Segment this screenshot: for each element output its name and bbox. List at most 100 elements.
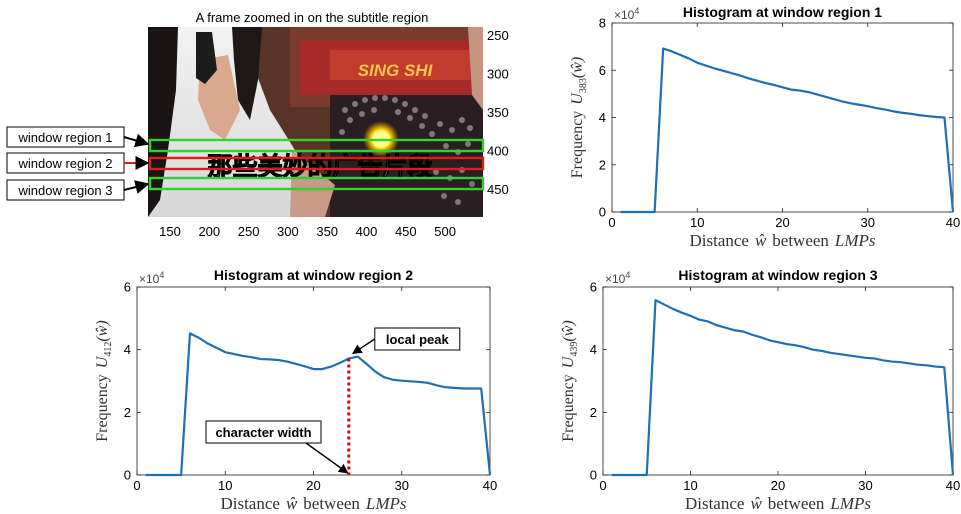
- chart-1-y-tick-label: 4: [599, 110, 606, 125]
- chart-1-x-axis-label-mid: between: [772, 231, 829, 250]
- chart-2-x-axis-label: Distance ŵ between LMPs: [220, 494, 406, 513]
- chart-2-y-tick-label: 4: [124, 342, 131, 357]
- frame-y-tick-label: 250: [487, 28, 509, 43]
- chart-1-x-axis-label-symbol: ŵ: [755, 231, 767, 250]
- chart-1-exponent-power: 4: [634, 6, 639, 16]
- window-region-2-box: [148, 156, 485, 171]
- window-region-2-text: window region 2: [18, 156, 113, 171]
- chart-3-y-axis-label-text: Frequency: [560, 374, 577, 442]
- chart-2-x-axis-label-symbol: ŵ: [286, 494, 298, 513]
- chart-1-y-axis-label-text: Frequency: [569, 111, 586, 179]
- window-region-2-label: window region 2: [6, 152, 125, 174]
- chart-1-y-tick-label: 8: [599, 16, 606, 31]
- chart-2-x-tick-label: 40: [483, 478, 497, 493]
- frame-x-tick-label: 400: [356, 224, 378, 239]
- chart-3-x-tick-label: 20: [771, 478, 785, 493]
- frame-x-tick-label: 250: [238, 224, 260, 239]
- chart-1-series-line: [620, 47, 955, 214]
- chart-1-x-tick-label: 0: [608, 215, 615, 230]
- chart-1-x-axis-label: Distance ŵ between LMPs: [689, 231, 875, 250]
- chart-3-x-tick-label: 30: [858, 478, 872, 493]
- frame-x-tick-label: 150: [159, 224, 181, 239]
- chart-3-y-tick-label: 4: [590, 342, 597, 357]
- local-peak-arrow: [351, 338, 376, 355]
- window-labels: window region 1 window region 2 window r…: [6, 126, 150, 201]
- frame-y-tick-label: 300: [487, 67, 509, 82]
- chart-1-x-tick-label: 40: [946, 215, 960, 230]
- chart-2-exponent-power: 4: [159, 270, 164, 280]
- chart-2-exponent-label: ×104: [139, 270, 164, 286]
- chart-3-exponent-label: ×104: [605, 270, 630, 286]
- window-region-1-label: window region 1: [6, 126, 125, 148]
- window-region-3-label: window region 3: [6, 179, 125, 201]
- chart-2-axes-box: [136, 286, 491, 476]
- chart-3-y-tick-label: 6: [590, 280, 597, 295]
- chart-1-y-axis-label-arg: (ŵ): [569, 57, 586, 78]
- chart-2-x-tick-label: 20: [306, 478, 320, 493]
- chart-2-x-axis-label-text: Distance: [220, 494, 279, 513]
- chart-3-y-tick-label: 0: [590, 468, 597, 483]
- chart-2-y-tick-label: 6: [124, 280, 131, 295]
- window-region-3-text: window region 3: [18, 183, 113, 198]
- chart-2-y-axis-label-subscript: 412: [103, 342, 114, 357]
- histogram-window-region-3: Histogram at window region 3 0 10 20 30 40 0 2 4…: [560, 267, 960, 513]
- chart-2-series-line: [145, 332, 492, 477]
- chart-1-x-tick-label: 30: [861, 215, 875, 230]
- chart-3-x-axis-label-italic: LMPs: [829, 494, 871, 513]
- chart-3-y-tick-label: 2: [590, 405, 597, 420]
- chart-3-y-axis-label-symbol: U: [560, 355, 577, 368]
- chart-3-title: Histogram at window region 3: [678, 267, 877, 283]
- chart-1-x-tick-label: 20: [775, 215, 789, 230]
- chart-2-y-axis-label-symbol: U: [94, 355, 111, 368]
- window-region-1-box: [148, 138, 485, 153]
- chart-1-exponent-label: ×104: [614, 6, 639, 22]
- frame-x-tick-label: 300: [277, 224, 299, 239]
- chart-1-title: Histogram at window region 1: [683, 4, 882, 20]
- chart-3-x-axis-label-mid: between: [768, 494, 825, 513]
- frame-x-tick-label: 500: [434, 224, 456, 239]
- frame-x-tick-label: 450: [395, 224, 417, 239]
- chart-3-x-tick-label: 0: [599, 478, 606, 493]
- chart-2-x-tick-label: 30: [395, 478, 409, 493]
- frame-y-tick-label: 400: [487, 144, 509, 159]
- chart-2-y-axis-label-text: Frequency: [94, 374, 111, 442]
- window-region-3-arrow: [123, 180, 150, 194]
- frame-y-tick-label: 450: [487, 182, 509, 197]
- chart-3-y-axis-label-arg: (ŵ): [560, 320, 577, 341]
- character-width-arrow: [305, 442, 349, 474]
- window-region-1-arrow: [123, 133, 150, 148]
- window-region-1-text: window region 1: [18, 130, 113, 145]
- chart-3-exponent-power: 4: [625, 270, 630, 280]
- chart-1-x-axis-label-italic: LMPs: [834, 231, 876, 250]
- chart-2-y-tick-label: 0: [124, 468, 131, 483]
- local-peak-label: local peak: [386, 332, 450, 347]
- chart-3-x-tick-label: 40: [946, 478, 960, 493]
- chart-2-x-tick-label: 10: [218, 478, 232, 493]
- chart-3-y-axis-label-subscript: 439: [569, 342, 580, 357]
- chart-1-y-tick-label: 0: [599, 205, 606, 220]
- frame-x-tick-label: 200: [198, 224, 220, 239]
- chart-1-x-axis-label-text: Distance: [689, 231, 748, 250]
- frame-y-tick-label: 350: [487, 105, 509, 120]
- chart-1-x-tick-label: 10: [690, 215, 704, 230]
- chart-3-y-axis-label: Frequency U439(ŵ): [560, 320, 580, 441]
- chart-1-y-axis-label: Frequency U383(ŵ): [569, 57, 589, 178]
- chart-2-x-axis-label-mid: between: [303, 494, 360, 513]
- window-region-boxes: [148, 138, 485, 191]
- character-width-box: [205, 420, 322, 444]
- burned-in-subtitle: 那些美妙的广告片段: [207, 152, 432, 181]
- chart-2-title: Histogram at window region 2: [214, 267, 413, 283]
- chart-3-series-line: [611, 299, 955, 477]
- chart-3-x-axis-label-text: Distance: [685, 494, 744, 513]
- banner-text: SING SHI: [358, 61, 434, 80]
- chart-1-y-tick-label: 2: [599, 157, 606, 172]
- window-region-3-box: [148, 176, 485, 191]
- chart-1-y-axis-label-symbol: U: [569, 92, 586, 105]
- subtitle-frame-panel: A frame zoomed in on the subtitle region…: [6, 10, 509, 239]
- frame-x-ticks: 150 200 250 300 350 400 450 500: [159, 224, 456, 239]
- chart-3-exponent-base: ×10: [605, 272, 626, 286]
- character-width-label: character width: [215, 425, 311, 440]
- chart-3-x-axis-label: Distance ŵ between LMPs: [685, 494, 871, 513]
- chart-1-exponent-base: ×10: [614, 8, 635, 22]
- chart-2-y-axis-label: Frequency U412(ŵ): [94, 320, 114, 441]
